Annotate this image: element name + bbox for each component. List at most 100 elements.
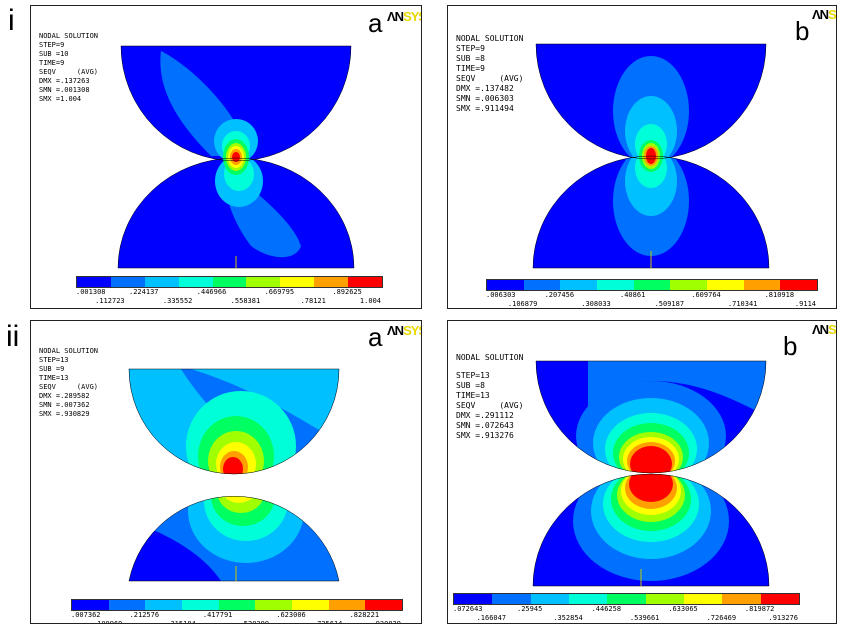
legend-swatch	[314, 277, 349, 287]
legend-swatch	[178, 277, 213, 287]
legend-tick-label: .446966	[196, 288, 227, 296]
legend-swatch	[246, 277, 281, 287]
ansys-logo: ΛNSYS	[387, 9, 421, 24]
legend-swatch	[670, 280, 708, 290]
legend-tick-label: .509187	[654, 300, 685, 308]
panel-ii-b: NODAL SOLUTION STEP=13 SUB =8 TIME=13 SEQV (…	[447, 320, 837, 624]
legend-tick-label: .417791	[202, 611, 233, 619]
legend-tick-label: .207456	[544, 291, 575, 299]
legend-swatch	[145, 600, 183, 610]
legend-tick-label: .726469	[706, 614, 737, 622]
legend-swatch	[722, 594, 761, 604]
panel-i-a: NODAL SOLUTION STEP=9 SUB =10 TIME=9 SEQV (A…	[30, 5, 422, 309]
legend-tick-label: .725614	[312, 620, 343, 624]
legend-tick-label: .072643	[453, 605, 483, 613]
legend-swatch	[743, 280, 781, 290]
solution-info: NODAL SOLUTION STEP=13 SUB =8 TIME=13 SEQV (…	[456, 353, 524, 440]
legend-swatch	[255, 600, 293, 610]
legend-tick-label: .40861	[620, 291, 646, 299]
legend-swatch	[523, 280, 561, 290]
legend-tick-label: .669795	[264, 288, 295, 296]
legend-swatch	[110, 277, 145, 287]
stress-contour-plot	[128, 368, 340, 582]
legend-tick-label: .166047	[476, 614, 507, 622]
legend-tick-label: .558381	[230, 297, 261, 305]
legend-tick-label: .78121	[300, 297, 326, 305]
legend-tick-label: .446258	[591, 605, 622, 613]
legend-tick-label: .006303	[486, 291, 516, 299]
legend-tick-label: .109969	[92, 620, 123, 624]
ansys-logo: ΛNSYS	[387, 323, 421, 338]
color-legend-bar	[453, 593, 800, 605]
legend-tick-label: .539661	[629, 614, 660, 622]
panel-letter: a	[368, 8, 383, 38]
panel-ii-a: NODAL SOLUTION STEP=13 SUB =9 TIME=13 SEQV (…	[30, 320, 422, 624]
legend-tick-label: .633065	[668, 605, 698, 613]
legend-tick-label: .609764	[691, 291, 721, 299]
legend-tick-label: .819872	[744, 605, 775, 613]
solution-info: NODAL SOLUTION STEP=9 SUB =8 TIME=9 SEQV (AV…	[456, 34, 524, 113]
row-label-i: i	[8, 4, 15, 37]
legend-swatch	[72, 600, 109, 610]
stress-contour-plot	[117, 45, 355, 269]
legend-swatch	[348, 277, 383, 287]
legend-swatch	[77, 277, 111, 287]
panel-i-b: NODAL SOLUTION STEP=9 SUB =8 TIME=9 SEQV (AV…	[447, 5, 837, 309]
color-legend-bar	[71, 599, 403, 611]
panel-letter: a	[368, 322, 383, 352]
legend-swatch	[568, 594, 608, 604]
legend-tick-label: .001308	[76, 288, 106, 296]
ansys-logo: ΛNSYS	[812, 7, 836, 22]
solution-info: NODAL SOLUTION STEP=13 SUB =9 TIME=13 SEQV (…	[39, 347, 99, 418]
stress-contour-plot	[532, 360, 770, 587]
legend-swatch	[182, 600, 219, 610]
legend-swatch	[365, 600, 403, 610]
legend-swatch	[487, 280, 524, 290]
legend-swatch	[645, 594, 684, 604]
row-label-ii: ii	[6, 320, 20, 353]
legend-swatch	[492, 594, 531, 604]
legend-swatch	[292, 600, 329, 610]
legend-tick-label: 1.004	[359, 297, 381, 305]
legend-tick-label: .710341	[727, 300, 758, 308]
legend-tick-label: .930829	[371, 620, 401, 624]
legend-swatch	[328, 600, 366, 610]
legend-tick-label: .828221	[349, 611, 380, 619]
legend-tick-label: .106879	[507, 300, 538, 308]
stress-contour-plot	[532, 43, 770, 269]
ansys-logo: ΛNSYS	[812, 322, 836, 337]
legend-swatch	[683, 594, 723, 604]
legend-swatch	[212, 277, 247, 287]
legend-swatch	[218, 600, 256, 610]
legend-tick-label: .112723	[95, 297, 125, 305]
legend-tick-label: .308033	[581, 300, 611, 308]
legend-swatch	[560, 280, 598, 290]
legend-swatch	[760, 594, 799, 604]
legend-swatch	[530, 594, 569, 604]
legend-swatch	[144, 277, 179, 287]
legend-tick-label: .315184	[166, 620, 196, 624]
legend-swatch	[108, 600, 146, 610]
panel-letter: b	[795, 16, 810, 46]
legend-tick-label: .352854	[553, 614, 583, 622]
legend-tick-label: .224137	[129, 288, 159, 296]
legend-swatch	[707, 280, 744, 290]
legend-tick-label: .25945	[517, 605, 543, 613]
legend-swatch	[280, 277, 315, 287]
legend-tick-label: .810918	[764, 291, 795, 299]
legend-swatch	[597, 280, 634, 290]
color-legend-bar	[486, 279, 818, 291]
color-legend-bar	[76, 276, 383, 288]
legend-tick-label: .212576	[129, 611, 160, 619]
legend-swatch	[633, 280, 671, 290]
solution-info: NODAL SOLUTION STEP=9 SUB =10 TIME=9 SEQV (A…	[39, 32, 99, 103]
legend-tick-label: .335552	[162, 297, 193, 305]
legend-swatch	[454, 594, 493, 604]
legend-swatch	[607, 594, 646, 604]
panel-letter: b	[783, 331, 798, 361]
legend-tick-label: .007362	[71, 611, 101, 619]
legend-swatch	[780, 280, 818, 290]
legend-tick-label: .520399	[239, 620, 270, 624]
legend-tick-label: .892625	[332, 288, 362, 296]
legend-tick-label: .913276	[768, 614, 798, 622]
